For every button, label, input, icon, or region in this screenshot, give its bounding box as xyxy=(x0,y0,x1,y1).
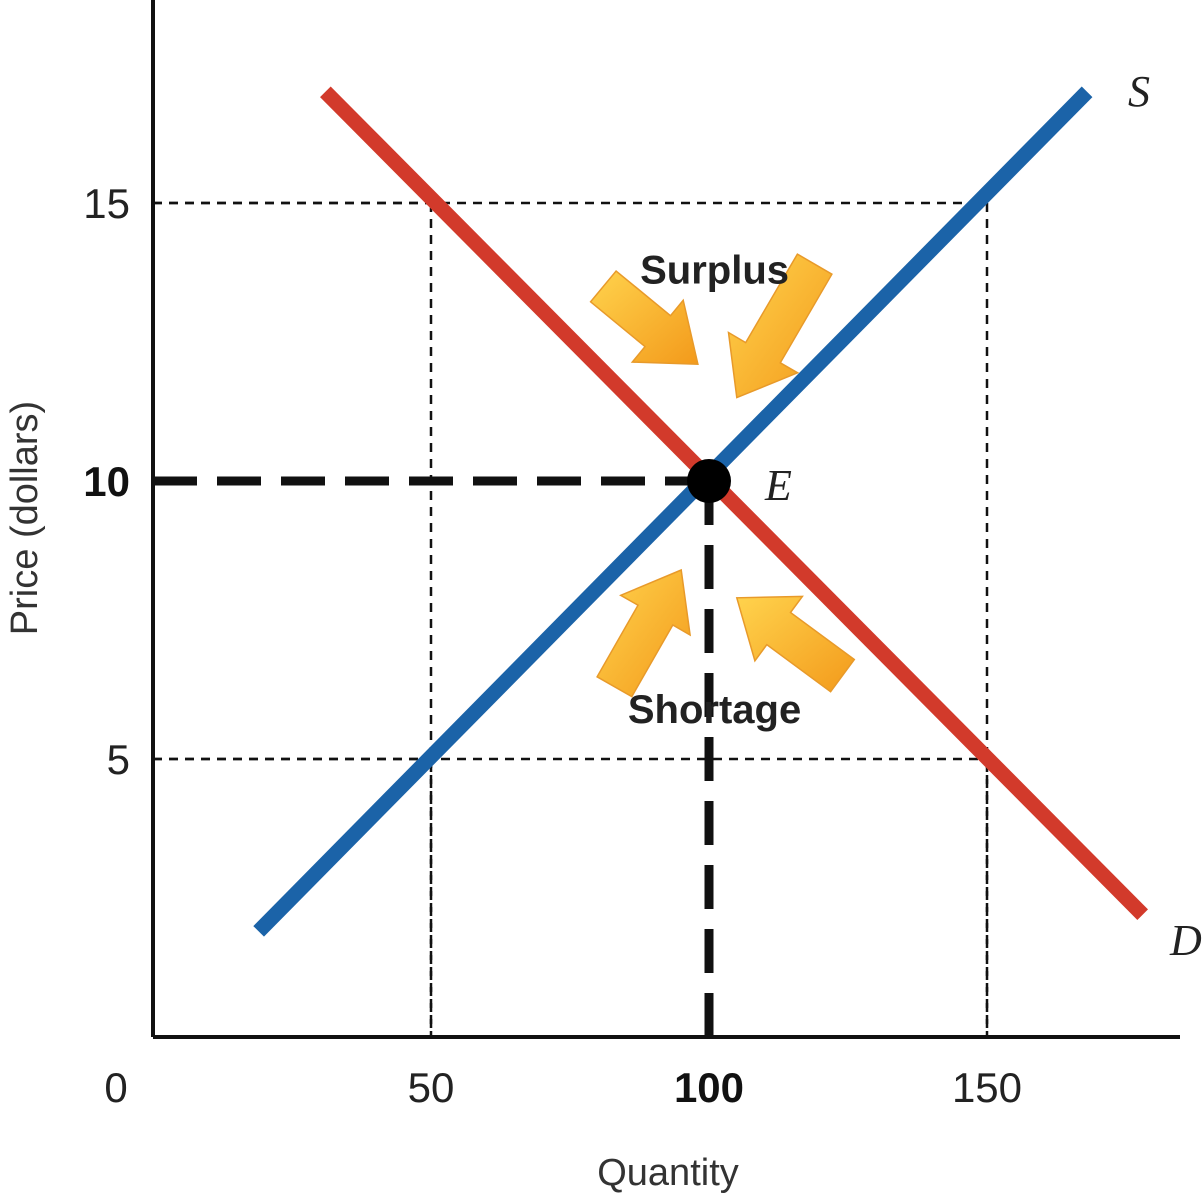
adjustment-arrow-shortage-right xyxy=(735,595,856,693)
curves xyxy=(253,86,1149,937)
equilibrium-label: E xyxy=(764,461,792,510)
price-adjustment-arrows xyxy=(589,253,856,698)
tick-labels: 0 50 100 150 5 10 15 xyxy=(83,180,1022,1111)
x-tick-label: 150 xyxy=(952,1064,1022,1111)
y-tick-label: 5 xyxy=(107,736,130,783)
adjustment-arrow-shortage-left xyxy=(596,568,692,698)
x-tick-label: 50 xyxy=(408,1064,455,1111)
text-labels: Quantity Price (dollars) Surplus Shortag… xyxy=(4,67,1202,1194)
demand-curve xyxy=(320,86,1149,920)
adjustment-arrow-surplus-left xyxy=(589,269,699,365)
x-tick-label: 100 xyxy=(674,1064,744,1111)
supply-curve xyxy=(253,86,1093,937)
shortage-label: Shortage xyxy=(628,688,801,732)
supply-curve-label: S xyxy=(1128,67,1150,116)
demand-curve-label: D xyxy=(1169,916,1202,965)
axes xyxy=(151,0,1180,1039)
guide-lines xyxy=(153,201,989,1037)
y-axis-label: Price (dollars) xyxy=(4,401,46,635)
x-axis-label: Quantity xyxy=(597,1152,739,1194)
x-tick-label: 0 xyxy=(104,1064,127,1111)
y-tick-label: 15 xyxy=(83,180,130,227)
surplus-label: Surplus xyxy=(640,249,789,293)
equilibrium-point xyxy=(687,459,731,503)
y-tick-label: 10 xyxy=(83,458,130,505)
adjustment-arrow-surplus-right xyxy=(727,253,833,399)
